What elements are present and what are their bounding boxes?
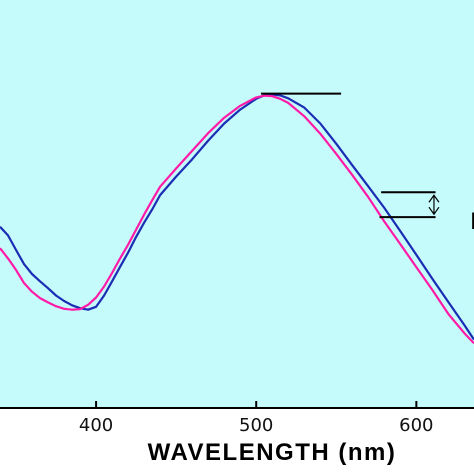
x-axis-title: WAVELENGTH (nm) (148, 439, 397, 466)
x-tick-label: 600 (399, 415, 433, 436)
annotation-label: E (470, 210, 474, 235)
double-arrow-icon (428, 194, 440, 216)
series-line-1 (0, 93, 474, 341)
x-axis-ticks: 400 500 600 (79, 401, 434, 436)
annotation-layer (261, 92, 440, 219)
series-line-2 (0, 94, 474, 345)
x-tick-label: 400 (79, 415, 113, 436)
plot-area (0, 0, 474, 408)
x-tick-label: 500 (239, 415, 273, 436)
series-layer (0, 93, 474, 345)
